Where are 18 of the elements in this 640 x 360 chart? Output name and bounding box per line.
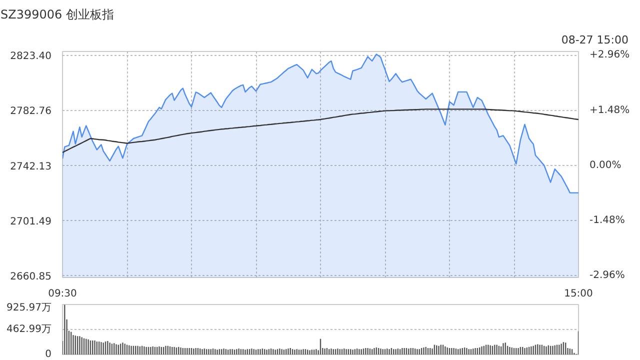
y-tick-label: 2823.40 [10,51,52,62]
y-tick-label: 2660.85 [10,272,52,283]
y2-tick-label: +1.48% [590,104,630,116]
y-tick-label: 0 [45,349,52,360]
y2-tick-label: -1.48% [590,215,625,226]
x-tick-label: 09:30 [48,288,77,300]
y-tick-label: 462.99万 [6,324,52,335]
x-tick-label: 15:00 [564,288,593,300]
y-tick-label: 2701.49 [10,216,52,228]
y2-tick-label: +2.96% [590,50,630,61]
y-tick-label: 2742.13 [10,161,52,172]
line-series [62,108,578,154]
chart-title: SZ399006 创业板指 [0,8,114,22]
text: 08-27 15:00 [561,34,629,46]
y-tick-label: 2782.76 [10,106,52,118]
y2-tick-label: 0.00% [590,160,622,171]
y-tick-label: 925.97万 [6,302,52,314]
y2-tick-label: -2.96% [590,270,625,282]
